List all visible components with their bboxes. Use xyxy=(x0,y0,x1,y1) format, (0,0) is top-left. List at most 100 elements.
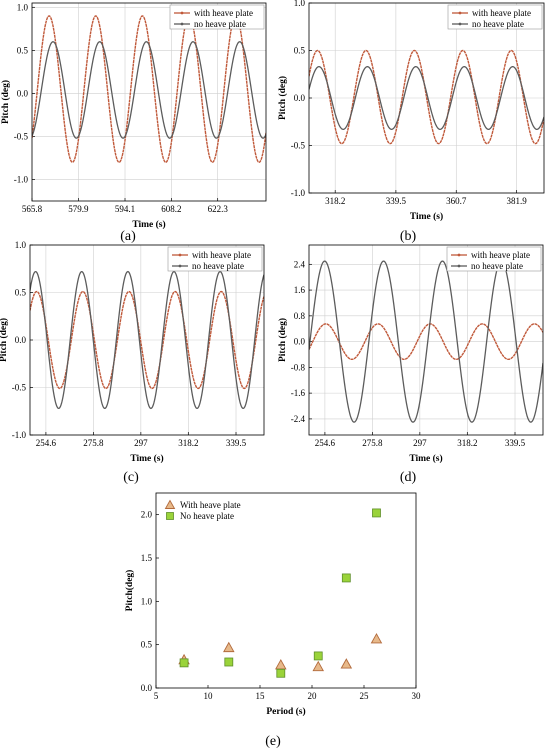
x-axis-title: Time (s) xyxy=(130,453,163,464)
point-no-heave-plate xyxy=(179,658,189,668)
x-tick-label: 339.5 xyxy=(226,438,247,448)
point-with-heave-plate xyxy=(312,660,325,672)
x-tick-label: 254.6 xyxy=(315,438,336,448)
y-tick-label: 0.5 xyxy=(17,45,29,55)
chart-panel-d: 254.6 275.8 297 318.2 339.5 -2.4 -1.6 -0.8 0.0 0.… xyxy=(277,244,544,485)
y-tick-label: 1.6 xyxy=(294,285,306,295)
y-tick-label: -2.4 xyxy=(291,414,306,424)
y-tick-label: 0.8 xyxy=(294,311,306,321)
x-tick-label: 275.8 xyxy=(83,438,104,448)
legend-marker xyxy=(457,264,461,268)
y-tick-label: 0.0 xyxy=(15,335,27,345)
y-tick-label: 2.0 xyxy=(141,510,153,520)
y-tick-label: -1.0 xyxy=(291,188,306,198)
x-tick-label: 30 xyxy=(412,691,422,701)
x-tick-label: 360.7 xyxy=(446,196,467,206)
y-tick-label: 1.0 xyxy=(15,240,27,250)
y-tick-label: -1.0 xyxy=(14,174,29,184)
legend-marker xyxy=(180,11,184,15)
panel-label: (c) xyxy=(123,470,139,485)
x-tick-label: 5 xyxy=(154,691,159,701)
legend-marker-triangle xyxy=(164,499,176,509)
x-tick-label: 565.8 xyxy=(22,204,43,214)
x-tick-label: 25 xyxy=(360,691,370,701)
y-tick-label: 1.0 xyxy=(17,2,29,12)
chart-panel-b: 318.2 339.5 360.7 381.9 -1.0 -0.5 0.0 0.5 1.0 Tim… xyxy=(277,0,545,244)
point-no-heave-plate xyxy=(341,573,351,583)
y-tick-label: -1.0 xyxy=(12,430,27,440)
y-tick-label: 1.0 xyxy=(294,0,306,8)
point-with-heave-plate xyxy=(275,659,287,670)
panel-label: (d) xyxy=(400,470,417,485)
legend-box xyxy=(169,4,265,30)
chart-panel-e: 5 10 15 20 25 30 0.0 0.5 1.0 1.5 2.0 Period (s) Pitc… xyxy=(124,492,422,749)
plot-frame xyxy=(155,492,417,689)
y-tick-label: -0.5 xyxy=(14,131,29,141)
y-tick-label: 1.0 xyxy=(141,596,153,606)
y-tick-label: -0.5 xyxy=(12,383,27,393)
panel-label: (a) xyxy=(120,229,136,244)
point-with-heave-plate xyxy=(223,641,235,653)
legend-label: no heave plate xyxy=(194,19,246,29)
x-tick-label: 339.5 xyxy=(505,438,526,448)
point-no-heave-plate xyxy=(276,668,286,678)
y-tick-label: 0.5 xyxy=(294,46,306,56)
series-line-no-heave-plate xyxy=(32,41,266,139)
legend-box xyxy=(167,246,263,272)
point-with-heave-plate xyxy=(370,633,383,644)
y-axis-title: Pitch (deg) xyxy=(0,318,9,362)
y-tick-label: 0.0 xyxy=(294,93,306,103)
x-tick-label: 297 xyxy=(413,438,427,448)
y-tick-label: 0.5 xyxy=(15,288,27,298)
x-axis-title: Period (s) xyxy=(266,706,305,717)
legend-label: no heave plate xyxy=(192,261,244,271)
y-tick-label: 0.5 xyxy=(141,640,153,650)
plot-frame xyxy=(308,2,545,194)
y-tick-label: 2.4 xyxy=(294,259,306,269)
legend-marker xyxy=(457,253,461,257)
y-tick-label: -0.8 xyxy=(291,362,306,372)
legend-marker xyxy=(180,22,184,26)
plot-frame xyxy=(29,244,265,436)
x-tick-label: 15 xyxy=(256,691,266,701)
x-axis-title: Time (s) xyxy=(132,219,165,230)
legend-marker xyxy=(178,253,182,257)
point-with-heave-plate xyxy=(340,658,353,669)
x-tick-label: 318.2 xyxy=(178,438,198,448)
x-tick-label: 254.6 xyxy=(36,438,57,448)
series-line-no-heave-plate xyxy=(30,270,264,410)
point-no-heave-plate xyxy=(224,657,234,667)
legend-label: with heave plate xyxy=(472,8,531,18)
x-axis-title: Time (s) xyxy=(410,211,443,222)
legend-label: with heave plate xyxy=(192,250,251,260)
x-tick-label: 10 xyxy=(204,691,214,701)
y-axis-title: Pitch (deg) xyxy=(277,318,288,362)
legend-marker xyxy=(178,264,182,268)
panel-label: (e) xyxy=(265,734,281,749)
point-no-heave-plate xyxy=(313,651,323,661)
y-axis-title: Pitch (deg) xyxy=(0,80,11,124)
x-tick-label: 297 xyxy=(134,438,148,448)
series-line-with-heave-plate xyxy=(309,49,544,145)
chart-panel-a: 565.8 579.9 594.1 608.2 622.3 -1.0 -0.5 0.0 0.5 1… xyxy=(0,2,267,244)
legend-label: No heave plate xyxy=(180,511,234,521)
y-tick-label: 0.0 xyxy=(17,88,29,98)
x-tick-label: 594.1 xyxy=(115,204,135,214)
series-line-no-heave-plate xyxy=(309,65,544,131)
legend-box xyxy=(446,246,542,272)
y-tick-label: 0.0 xyxy=(294,337,306,347)
plot-frame xyxy=(308,244,544,436)
y-tick-label: 1.5 xyxy=(141,553,153,563)
x-tick-label: 318.2 xyxy=(457,438,477,448)
x-tick-label: 318.2 xyxy=(325,196,345,206)
y-axis-title: Pitch (deg) xyxy=(277,76,288,120)
legend-label: With heave plate xyxy=(180,500,241,510)
y-axis-title: Pitch(deg) xyxy=(124,570,135,612)
legend-marker xyxy=(458,11,462,15)
legend-label: with heave plate xyxy=(471,250,530,260)
x-axis-title: Time (s) xyxy=(409,453,442,464)
legend-label: with heave plate xyxy=(194,8,253,18)
legend-label: no heave plate xyxy=(471,261,523,271)
legend-marker xyxy=(458,22,462,26)
